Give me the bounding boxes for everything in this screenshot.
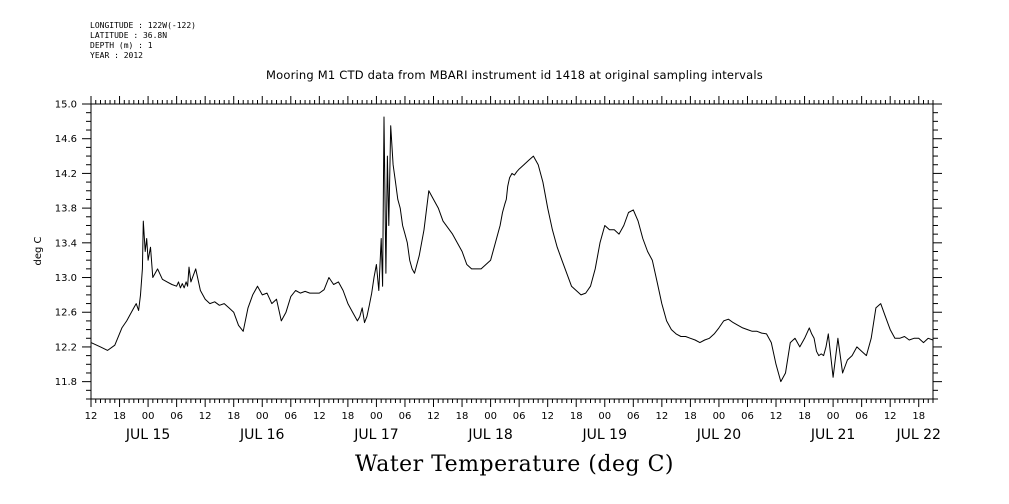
series-group bbox=[90, 116, 934, 383]
x-axis-label: Water Temperature (deg C) bbox=[355, 452, 674, 477]
x-tick-label: 18 bbox=[684, 411, 697, 422]
metadata-block: LONGITUDE : 122W(-122) LATITUDE : 36.8N … bbox=[90, 21, 196, 61]
x-tick-label: 18 bbox=[798, 411, 811, 422]
x-day-label: JUL 22 bbox=[896, 427, 941, 443]
x-tick-label: 18 bbox=[570, 411, 583, 422]
x-axis: 12 18 00 06 12 18 00 06 12 18 00 06 12 18 00 06 12 18 00 06… bbox=[85, 96, 941, 443]
y-tick-label: 12.2 bbox=[55, 342, 77, 353]
x-tick-label: 06 bbox=[855, 411, 868, 422]
y-tick-label: 12.6 bbox=[55, 308, 77, 319]
x-tick-label: 12 bbox=[884, 411, 897, 422]
x-tick-label: 06 bbox=[627, 411, 640, 422]
y-axis-label: deg C bbox=[33, 236, 44, 265]
x-day-label: JUL 20 bbox=[696, 427, 741, 443]
chart-title: Mooring M1 CTD data from MBARI instrumen… bbox=[266, 68, 763, 82]
y-tick-label: 14.2 bbox=[55, 169, 77, 180]
x-tick-label: 00 bbox=[256, 411, 269, 422]
x-tick-label: 12 bbox=[541, 411, 554, 422]
x-day-label: JUL 19 bbox=[582, 427, 627, 443]
longitude-text: LONGITUDE : 122W(-122) bbox=[90, 21, 196, 30]
x-tick-label: 12 bbox=[770, 411, 783, 422]
y-tick-label: 13.0 bbox=[55, 273, 77, 284]
x-tick-label: 00 bbox=[598, 411, 611, 422]
x-tick-label: 12 bbox=[655, 411, 668, 422]
x-day-label: JUL 17 bbox=[353, 427, 398, 443]
x-day-label: JUL 16 bbox=[239, 427, 285, 443]
x-tick-label: 06 bbox=[399, 411, 412, 422]
y-tick-label: 11.8 bbox=[55, 377, 77, 388]
x-day-label: JUL 21 bbox=[810, 427, 855, 443]
x-tick-label: 00 bbox=[370, 411, 383, 422]
x-tick-label: 00 bbox=[142, 411, 155, 422]
x-tick-label: 12 bbox=[199, 411, 212, 422]
latitude-text: LATITUDE : 36.8N bbox=[90, 31, 168, 40]
x-tick-label: 18 bbox=[456, 411, 469, 422]
y-axis: 11.8 12.2 12.6 13.0 13.4 13.8 14.2 14.6 15.0 bbox=[55, 100, 942, 400]
year-text: YEAR : 2012 bbox=[90, 51, 143, 60]
y-tick-label: 14.6 bbox=[55, 134, 77, 145]
x-tick-label: 18 bbox=[113, 411, 126, 422]
x-tick-label: 12 bbox=[313, 411, 326, 422]
y-tick-label: 15.0 bbox=[55, 100, 77, 111]
plot-border bbox=[90, 103, 934, 400]
x-tick-label: 06 bbox=[513, 411, 526, 422]
x-tick-label: 18 bbox=[342, 411, 355, 422]
x-day-label: JUL 15 bbox=[125, 427, 170, 443]
plot-frame bbox=[90, 103, 934, 400]
x-tick-label: 06 bbox=[284, 411, 297, 422]
x-tick-label: 00 bbox=[827, 411, 840, 422]
x-tick-label: 18 bbox=[227, 411, 240, 422]
x-tick-label: 18 bbox=[912, 411, 925, 422]
x-tick-label: 12 bbox=[427, 411, 440, 422]
series-line bbox=[90, 116, 934, 383]
x-tick-label: 12 bbox=[85, 411, 98, 422]
y-tick-label: 13.4 bbox=[55, 238, 77, 249]
x-tick-label: 00 bbox=[713, 411, 726, 422]
x-tick-label: 06 bbox=[170, 411, 183, 422]
x-day-label: JUL 18 bbox=[467, 427, 512, 443]
y-tick-label: 13.8 bbox=[55, 204, 77, 215]
x-tick-label: 06 bbox=[741, 411, 754, 422]
depth-text: DEPTH (m) : 1 bbox=[90, 41, 153, 50]
x-tick-label: 00 bbox=[484, 411, 497, 422]
